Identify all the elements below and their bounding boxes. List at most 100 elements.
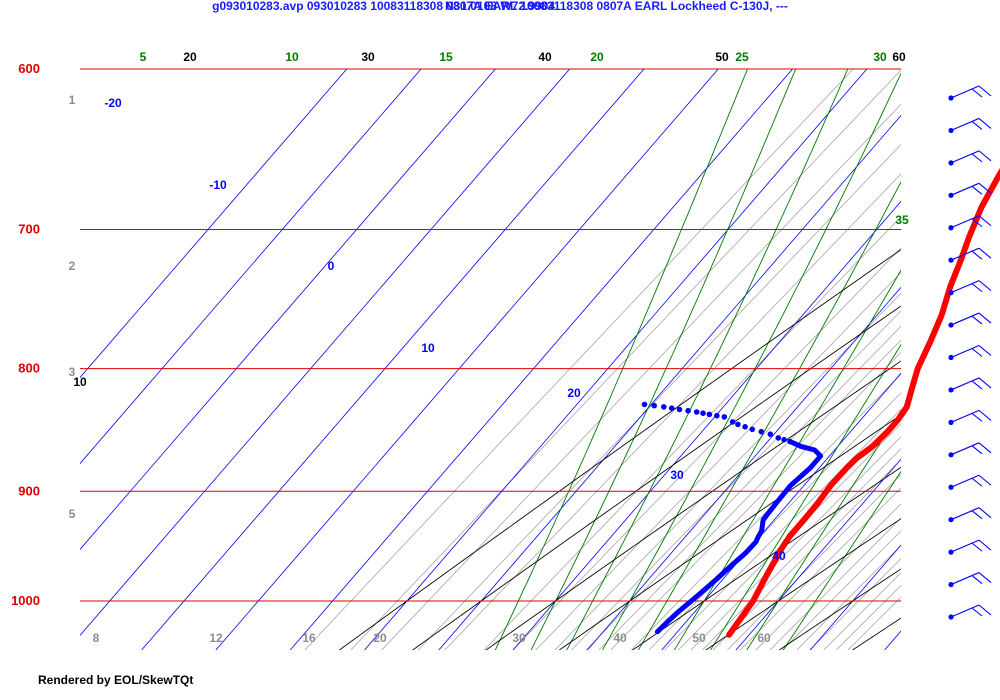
isobar-lines xyxy=(80,68,901,602)
dry-adiabat-label: 20 xyxy=(183,50,197,64)
dewpoint-point xyxy=(729,419,736,425)
dewpoint-point xyxy=(767,431,774,438)
mixing-ratio-line xyxy=(739,487,901,650)
wind-barb xyxy=(948,604,992,620)
wind-barb xyxy=(948,247,992,263)
wind-barb xyxy=(948,150,992,166)
dry-adiabat-label: 10 xyxy=(73,375,87,389)
wind-barb xyxy=(948,280,992,296)
wind-barb xyxy=(948,409,992,425)
isotherm-line xyxy=(884,630,901,650)
dewpoint-point xyxy=(735,421,741,428)
isotherm-line xyxy=(80,69,422,465)
dewpoint-point xyxy=(661,404,667,410)
dry-adiabat-line xyxy=(705,518,901,650)
dry-adiabat-label: 50 xyxy=(715,50,729,64)
mixing-ratio-line xyxy=(664,408,901,650)
mixing-ratio-line xyxy=(796,545,901,650)
mixing-ratio-line xyxy=(381,103,901,650)
mixing-ratio-line xyxy=(701,448,901,650)
isotherm-line xyxy=(438,114,901,650)
mixing-ratio-line xyxy=(535,272,901,650)
dry-adiabat-line xyxy=(485,360,901,650)
dry-adiabat-line xyxy=(338,249,901,650)
isotherm-line xyxy=(364,69,868,650)
dry-adiabat-line xyxy=(412,305,901,650)
mixing-ratio-line xyxy=(483,216,901,650)
dewpoint-point xyxy=(742,424,748,430)
mixing-ratio-line xyxy=(571,310,901,650)
mixing-ratio-line xyxy=(782,530,901,650)
moist-adiabat-label: 15 xyxy=(439,50,453,64)
dry-adiabat-line xyxy=(631,466,901,650)
wind-barb xyxy=(948,215,992,231)
moist-adiabat-line xyxy=(746,409,901,650)
moist-adiabat-line xyxy=(530,69,797,650)
isotherm-label: 30 xyxy=(670,468,684,482)
mixing-ratio-label: 8 xyxy=(93,631,100,645)
wind-barb xyxy=(948,182,992,198)
dry-adiabat-line xyxy=(973,49,1000,667)
moist-adiabat-line xyxy=(709,343,901,650)
isotherm-line xyxy=(215,69,719,650)
dewpoint-point xyxy=(775,435,782,441)
isotherm-line xyxy=(661,372,901,650)
moist-adiabat-label: 35 xyxy=(895,213,909,227)
isotherm-line xyxy=(289,69,794,650)
moist-adiabat-label: 5 xyxy=(140,50,147,64)
moist-adiabat-line xyxy=(494,69,749,650)
isotherm-label: -20 xyxy=(104,96,122,110)
isotherm-line xyxy=(80,69,571,636)
chart-title: g093010283.avp 093010283 10083118308 080… xyxy=(212,0,788,13)
mixing-ratio-line xyxy=(585,325,901,650)
isotherm-line xyxy=(80,69,496,551)
wind-barbs xyxy=(948,85,992,620)
temperature-profile xyxy=(726,167,1000,638)
dewpoint-point xyxy=(651,402,657,409)
height-label: 3 xyxy=(69,365,76,379)
moist-adiabat-line xyxy=(566,69,849,650)
wind-barb xyxy=(948,474,992,490)
dewpoint-point xyxy=(641,401,648,408)
wind-barb xyxy=(948,312,992,328)
sounding-profiles xyxy=(641,167,1000,638)
mixing-ratio-line xyxy=(726,473,901,650)
mixing-ratio-line xyxy=(755,503,901,650)
dewpoint-point xyxy=(749,426,756,433)
wind-barb xyxy=(948,85,992,101)
mixing-ratio-label: 50 xyxy=(692,631,706,645)
pressure-label: 600 xyxy=(18,61,40,76)
dewpoint-point xyxy=(693,409,700,415)
mixing-ratio-line xyxy=(417,143,901,650)
dry-adiabat-lines xyxy=(338,49,1000,667)
moist-adiabat-line xyxy=(782,470,901,650)
dry-adiabat-label: 30 xyxy=(361,50,375,64)
dewpoint-point xyxy=(685,407,691,414)
mixing-ratio-line xyxy=(835,585,901,650)
isotherm-line xyxy=(512,200,901,650)
wind-barb xyxy=(948,507,992,523)
isotherm-line xyxy=(735,458,901,650)
moist-adiabat-line xyxy=(637,181,901,650)
mixing-ratio-line xyxy=(677,423,901,650)
moist-adiabat-line xyxy=(601,72,901,650)
mixing-ratio-line xyxy=(769,517,901,650)
wind-barb xyxy=(948,572,992,588)
pressure-label: 700 xyxy=(18,222,40,237)
dewpoint-point xyxy=(781,436,787,443)
mixing-ratio-line xyxy=(610,351,901,650)
dewpoint-point xyxy=(700,410,706,417)
pressure-label: 800 xyxy=(18,361,40,376)
isotherm-line xyxy=(80,69,348,379)
wind-barb xyxy=(948,539,992,555)
height-label: 2 xyxy=(69,259,76,273)
moist-adiabat-lines xyxy=(494,69,901,650)
mixing-ratio-line xyxy=(630,373,901,650)
dewpoint-point xyxy=(668,405,675,412)
moist-adiabat-label: 25 xyxy=(735,50,749,64)
chart-subtitle: N31.0108 W72.9904 xyxy=(444,0,556,13)
dewpoint-point xyxy=(787,438,793,445)
mixing-ratio-line xyxy=(304,69,854,650)
